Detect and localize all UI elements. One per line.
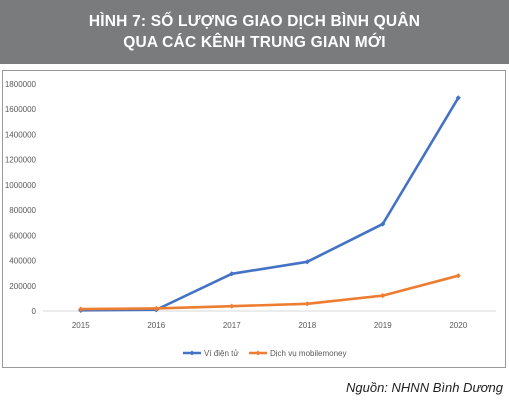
data-point — [455, 95, 461, 101]
data-point — [380, 293, 386, 299]
y-tick-label: 800000 — [9, 206, 36, 215]
data-point — [78, 306, 84, 312]
x-tick-label: 2016 — [147, 321, 165, 330]
series-line-1 — [79, 96, 460, 312]
x-tick-label: 2018 — [298, 321, 316, 330]
y-tick-label: 1000000 — [5, 181, 37, 190]
data-point — [229, 303, 235, 309]
series-line-2 — [79, 274, 460, 311]
chart-title-line-1: HÌNH 7: SỐ LƯỢNG GIAO DỊCH BÌNH QUÂN — [88, 13, 421, 30]
y-tick-label: 1200000 — [5, 156, 37, 165]
data-point — [153, 305, 159, 312]
x-tick-label: 2017 — [223, 321, 241, 330]
y-tick-label: 0 — [32, 307, 37, 316]
y-tick-label: 200000 — [9, 282, 36, 291]
y-tick-label: 1800000 — [5, 80, 37, 89]
chart-title-line-2: QUA CÁC KÊNH TRUNG GIAN MỚI — [123, 34, 386, 51]
legend-label: Ví điện tử — [204, 349, 239, 358]
x-tick-label: 2019 — [374, 321, 392, 330]
data-point — [304, 301, 310, 307]
data-point — [380, 221, 386, 227]
legend-label: Dịch vụ mobilemoney — [270, 349, 346, 358]
legend-swatch-marker — [189, 350, 195, 356]
source-note: Nguồn: NHNN Bình Dương — [346, 380, 503, 395]
x-tick-label: 2015 — [72, 321, 90, 330]
y-tick-label: 400000 — [9, 257, 36, 266]
y-tick-label: 1400000 — [5, 130, 37, 139]
chart-title-banner: HÌNH 7: SỐ LƯỢNG GIAO DỊCH BÌNH QUÂN QUA… — [0, 0, 509, 64]
chart-frame: 0 200000 400000 600000 800000 1000000 1200000 1… — [2, 70, 506, 368]
y-tick-label: 1600000 — [5, 105, 37, 114]
y-tick-label: 600000 — [9, 231, 36, 240]
legend-swatch-marker — [255, 350, 261, 356]
line-chart: 0 200000 400000 600000 800000 1000000 1200000 1… — [5, 80, 496, 358]
x-tick-label: 2020 — [449, 321, 467, 330]
